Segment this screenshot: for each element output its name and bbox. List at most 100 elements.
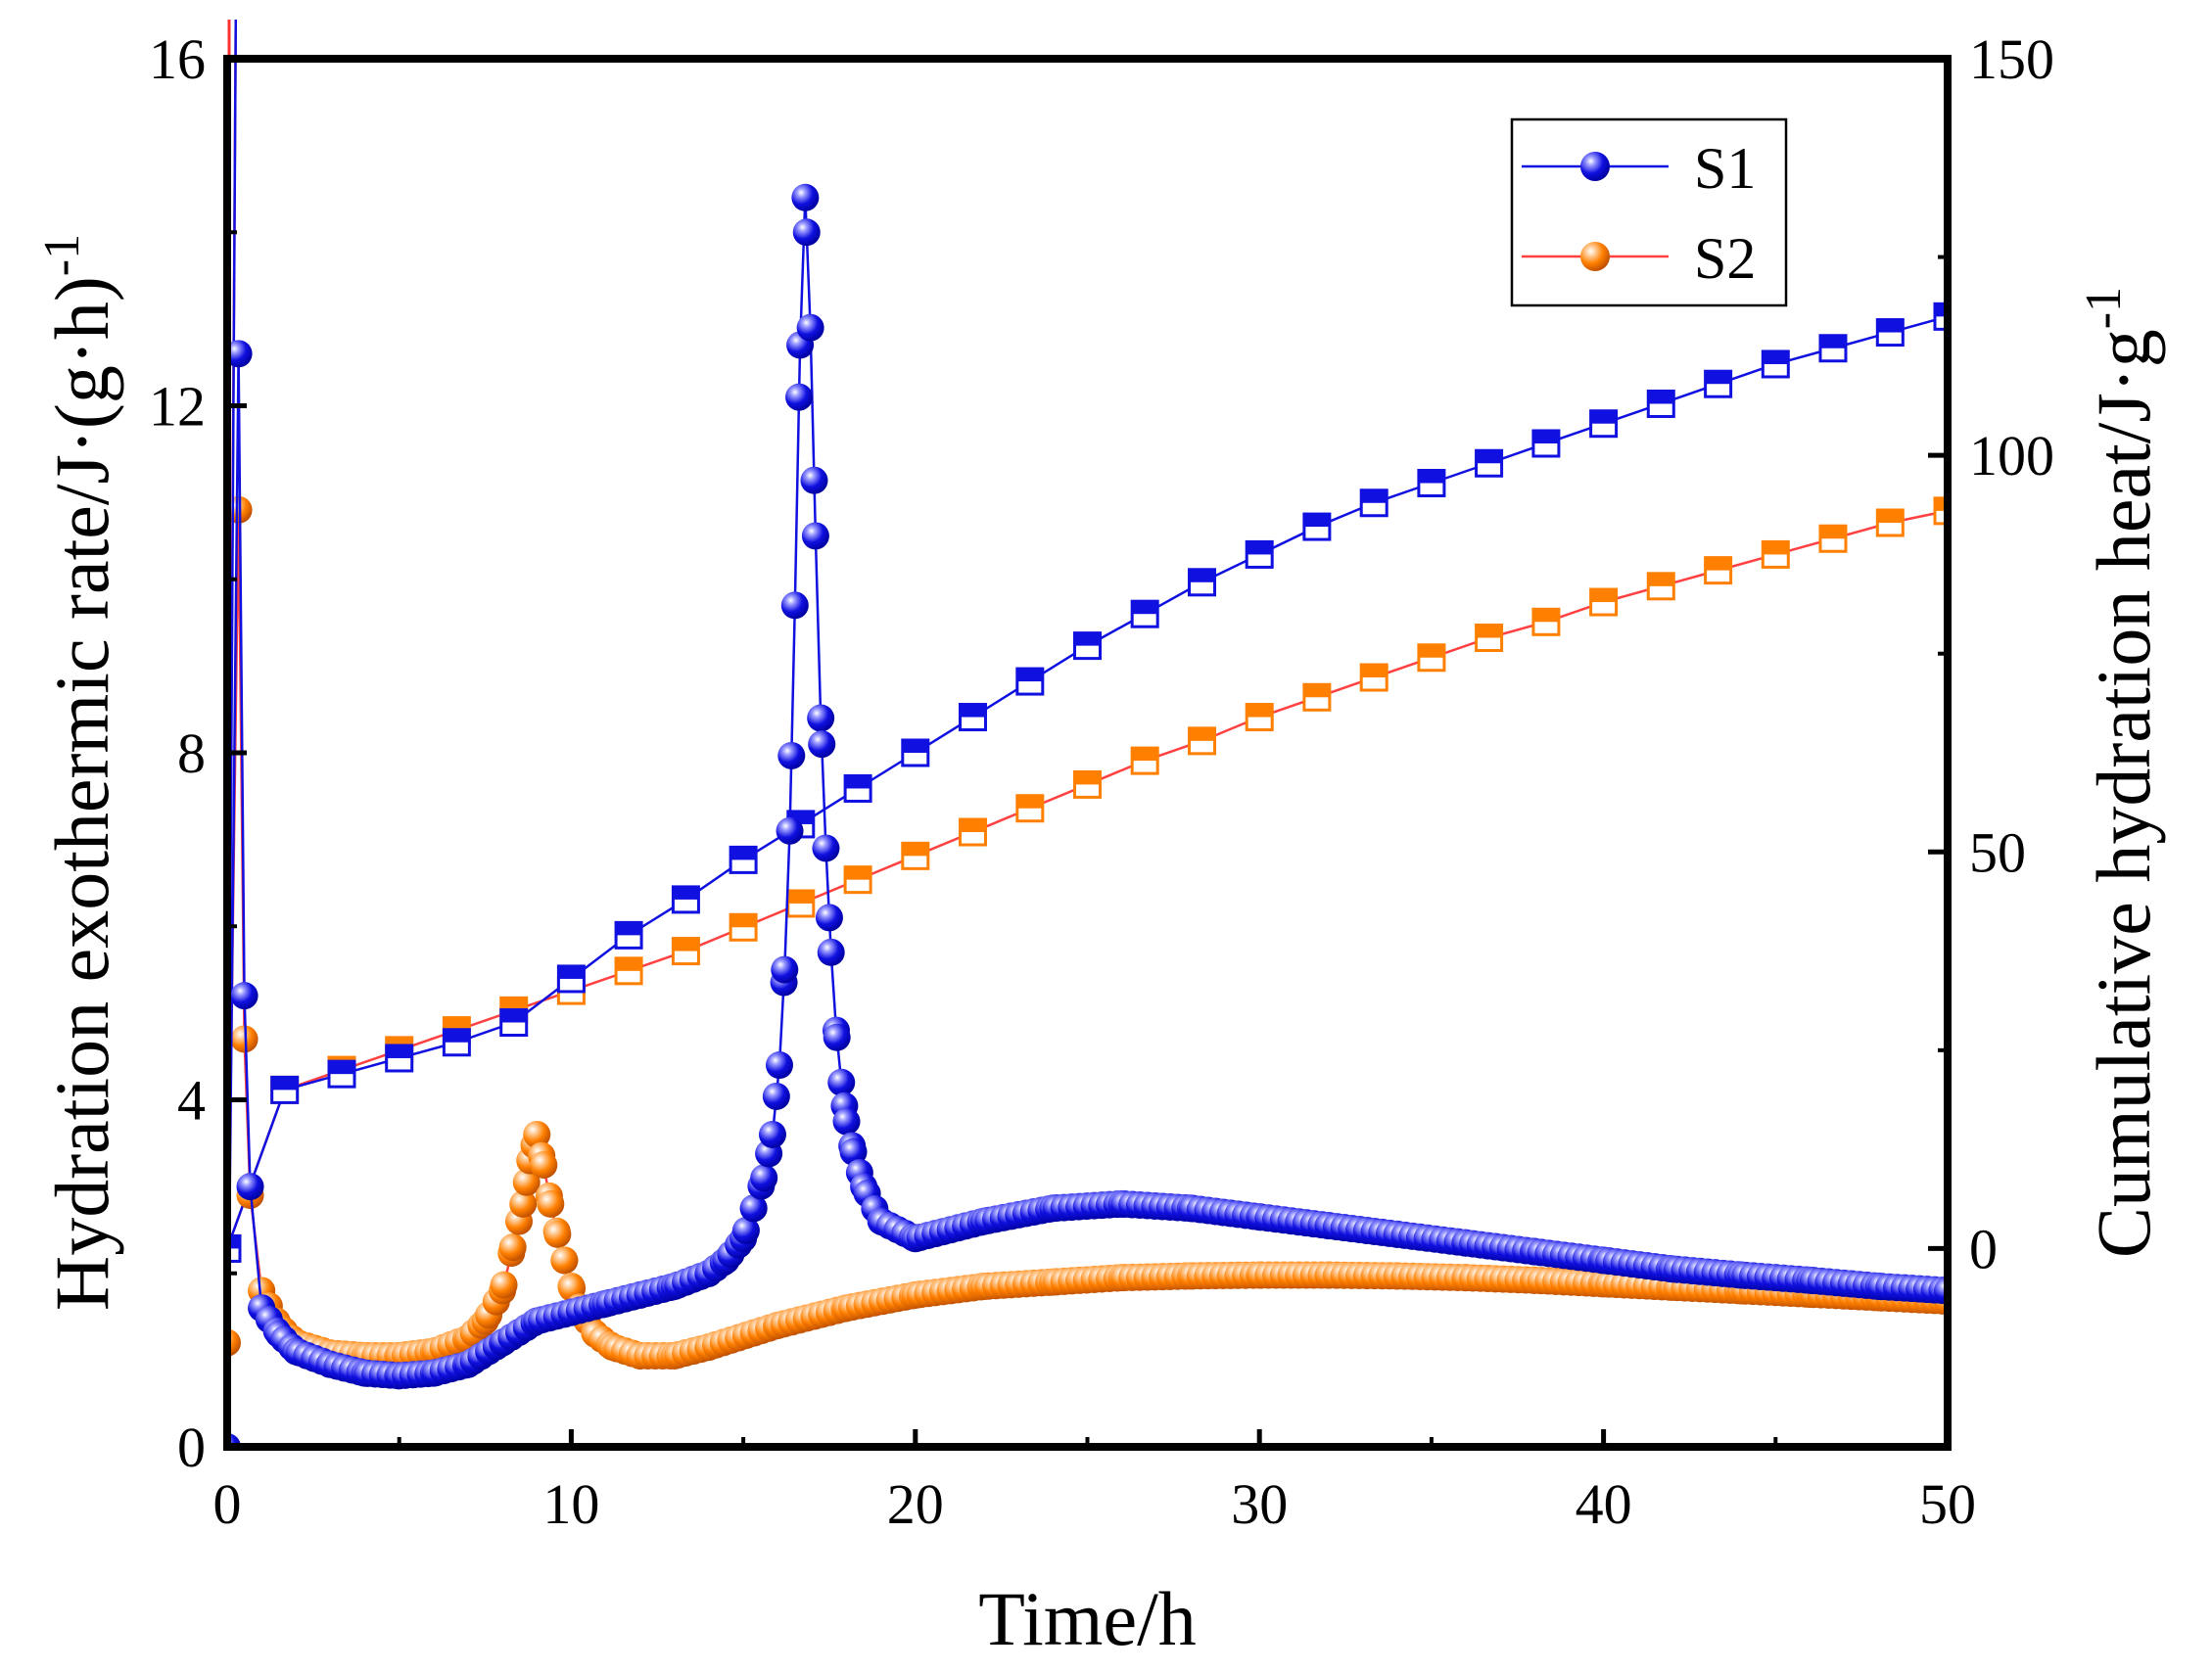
s1-square-fill (444, 1029, 470, 1043)
s1-heat-flow-point (785, 383, 814, 411)
s2-heat-flow-point (230, 1025, 259, 1053)
y-left-tick-label: 16 (149, 27, 206, 91)
y-right-axis-title-sup: -1 (2076, 287, 2132, 329)
x-tick-label: 40 (1576, 1472, 1632, 1536)
s2-cumulative-heat-point (786, 889, 816, 918)
s1-heat-flow-point (812, 834, 840, 862)
y-right-tick-label: 100 (1969, 424, 2054, 488)
s2-square-fill (787, 890, 814, 904)
s1-square-fill (1877, 319, 1904, 333)
s1-heat-flow-point (815, 904, 843, 932)
s1-heat-flow-point (771, 955, 799, 984)
s2-cumulative-heat-line (227, 509, 1948, 1249)
y-left-tick-label: 8 (177, 721, 206, 785)
s2-square-fill (1819, 526, 1846, 539)
s2-heat-flow-point (530, 1150, 558, 1179)
s1-square-fill (558, 965, 585, 979)
s2-square-fill (1418, 644, 1444, 658)
s1-square-fill (1532, 430, 1559, 443)
y-left-axis-title-main: Hydration exothermic rate/J·(g·h) (39, 276, 124, 1311)
s1-square-fill (1705, 371, 1731, 385)
s1-cumulative-heat-point (1302, 512, 1332, 541)
s1-cumulative-heat-point (1359, 488, 1388, 518)
s1-square-fill (1303, 514, 1330, 528)
s1-square-fill (902, 740, 928, 753)
legend-marker-s2 (1580, 242, 1610, 271)
s1-cumulative-heat-point (671, 885, 700, 914)
s1-heat-flow-point (792, 218, 821, 247)
s2-square-fill (845, 866, 871, 880)
s1-heat-flow-point (227, 340, 253, 368)
s2-cumulative-heat-point (843, 865, 872, 895)
s2-cumulative-heat-point (1475, 624, 1504, 653)
s2-heat-flow-point (537, 1189, 565, 1218)
s1-square-fill (1247, 541, 1273, 555)
s2-cumulative-heat-point (1761, 539, 1790, 569)
s2-square-fill (1877, 510, 1904, 524)
s1-cumulative-heat-series (227, 302, 1948, 1263)
s1-cumulative-heat-point (614, 920, 643, 950)
s2-square-fill (902, 843, 928, 857)
s1-heat-flow-point (762, 1082, 790, 1110)
s2-cumulative-heat-point (901, 841, 930, 870)
s2-heat-flow-point (498, 1233, 527, 1262)
s2-cumulative-heat-point (671, 937, 700, 966)
s1-heat-flow-point (739, 1194, 768, 1223)
s1-heat-flow-point (791, 183, 820, 211)
s2-cumulative-heat-point (1073, 769, 1102, 799)
s1-square-fill (1074, 632, 1101, 646)
s2-square-fill (616, 957, 642, 971)
s1-heat-flow-point (236, 1173, 264, 1201)
s1-square-fill (1361, 489, 1388, 503)
y-right-axis-title-main: Cumulative hydration heat/J·g (2081, 329, 2166, 1258)
s1-cumulative-heat-point (1646, 389, 1675, 418)
s1-heat-flow-series (227, 19, 1948, 1447)
s1-square-fill (1819, 335, 1846, 348)
s1-heat-flow-point (808, 730, 836, 759)
s1-square-fill (329, 1061, 355, 1075)
s1-square-fill (1648, 391, 1674, 404)
s2-cumulative-heat-point (1704, 556, 1733, 585)
s1-cumulative-heat-point (1531, 429, 1561, 458)
s1-cumulative-heat-point (1761, 349, 1790, 379)
s2-cumulative-heat-point (1417, 643, 1446, 673)
s2-square-fill (1361, 665, 1388, 678)
y-left-tick-label: 4 (177, 1069, 206, 1133)
s2-square-fill (1303, 684, 1330, 698)
s1-heat-flow-point (776, 816, 804, 845)
s2-square-fill (1476, 625, 1502, 638)
s2-heat-flow-point (543, 1220, 572, 1248)
s2-cumulative-heat-point (1646, 572, 1675, 601)
s1-square-fill (271, 1077, 298, 1091)
s1-heat-flow-point (731, 1217, 760, 1245)
s2-square-fill (1763, 541, 1789, 555)
s1-square-fill (960, 704, 986, 718)
s2-square-fill (1247, 704, 1273, 718)
s1-square-fill (386, 1045, 412, 1058)
s1-cumulative-heat-point (1818, 334, 1848, 363)
legend-label-s1: S1 (1694, 136, 1756, 201)
s1-heat-flow-point (765, 1051, 793, 1080)
s2-cumulative-heat-point (614, 956, 643, 986)
x-axis-title: Time/h (978, 1576, 1197, 1661)
s1-cumulative-heat-point (1073, 631, 1102, 661)
s2-square-fill (1189, 727, 1215, 741)
s2-square-fill (1132, 748, 1158, 762)
s1-square-fill (1590, 410, 1617, 424)
s1-cumulative-heat-point (385, 1044, 414, 1073)
s2-square-fill (960, 819, 986, 833)
s1-cumulative-heat-point (442, 1028, 471, 1057)
s1-cumulative-heat-point (1188, 568, 1217, 597)
s1-cumulative-heat-point (1417, 469, 1446, 498)
s2-square-fill (673, 938, 699, 952)
s2-cumulative-heat-point (958, 817, 987, 847)
s2-square-fill (444, 1017, 470, 1031)
s2-cumulative-heat-point (1015, 794, 1045, 823)
s2-square-fill (1648, 573, 1674, 586)
s2-cumulative-heat-point (1875, 508, 1905, 537)
s2-cumulative-heat-point (1818, 524, 1848, 553)
s2-cumulative-heat-point (1188, 726, 1217, 756)
s1-square-fill (1763, 350, 1789, 364)
s1-square-fill (1016, 669, 1043, 682)
